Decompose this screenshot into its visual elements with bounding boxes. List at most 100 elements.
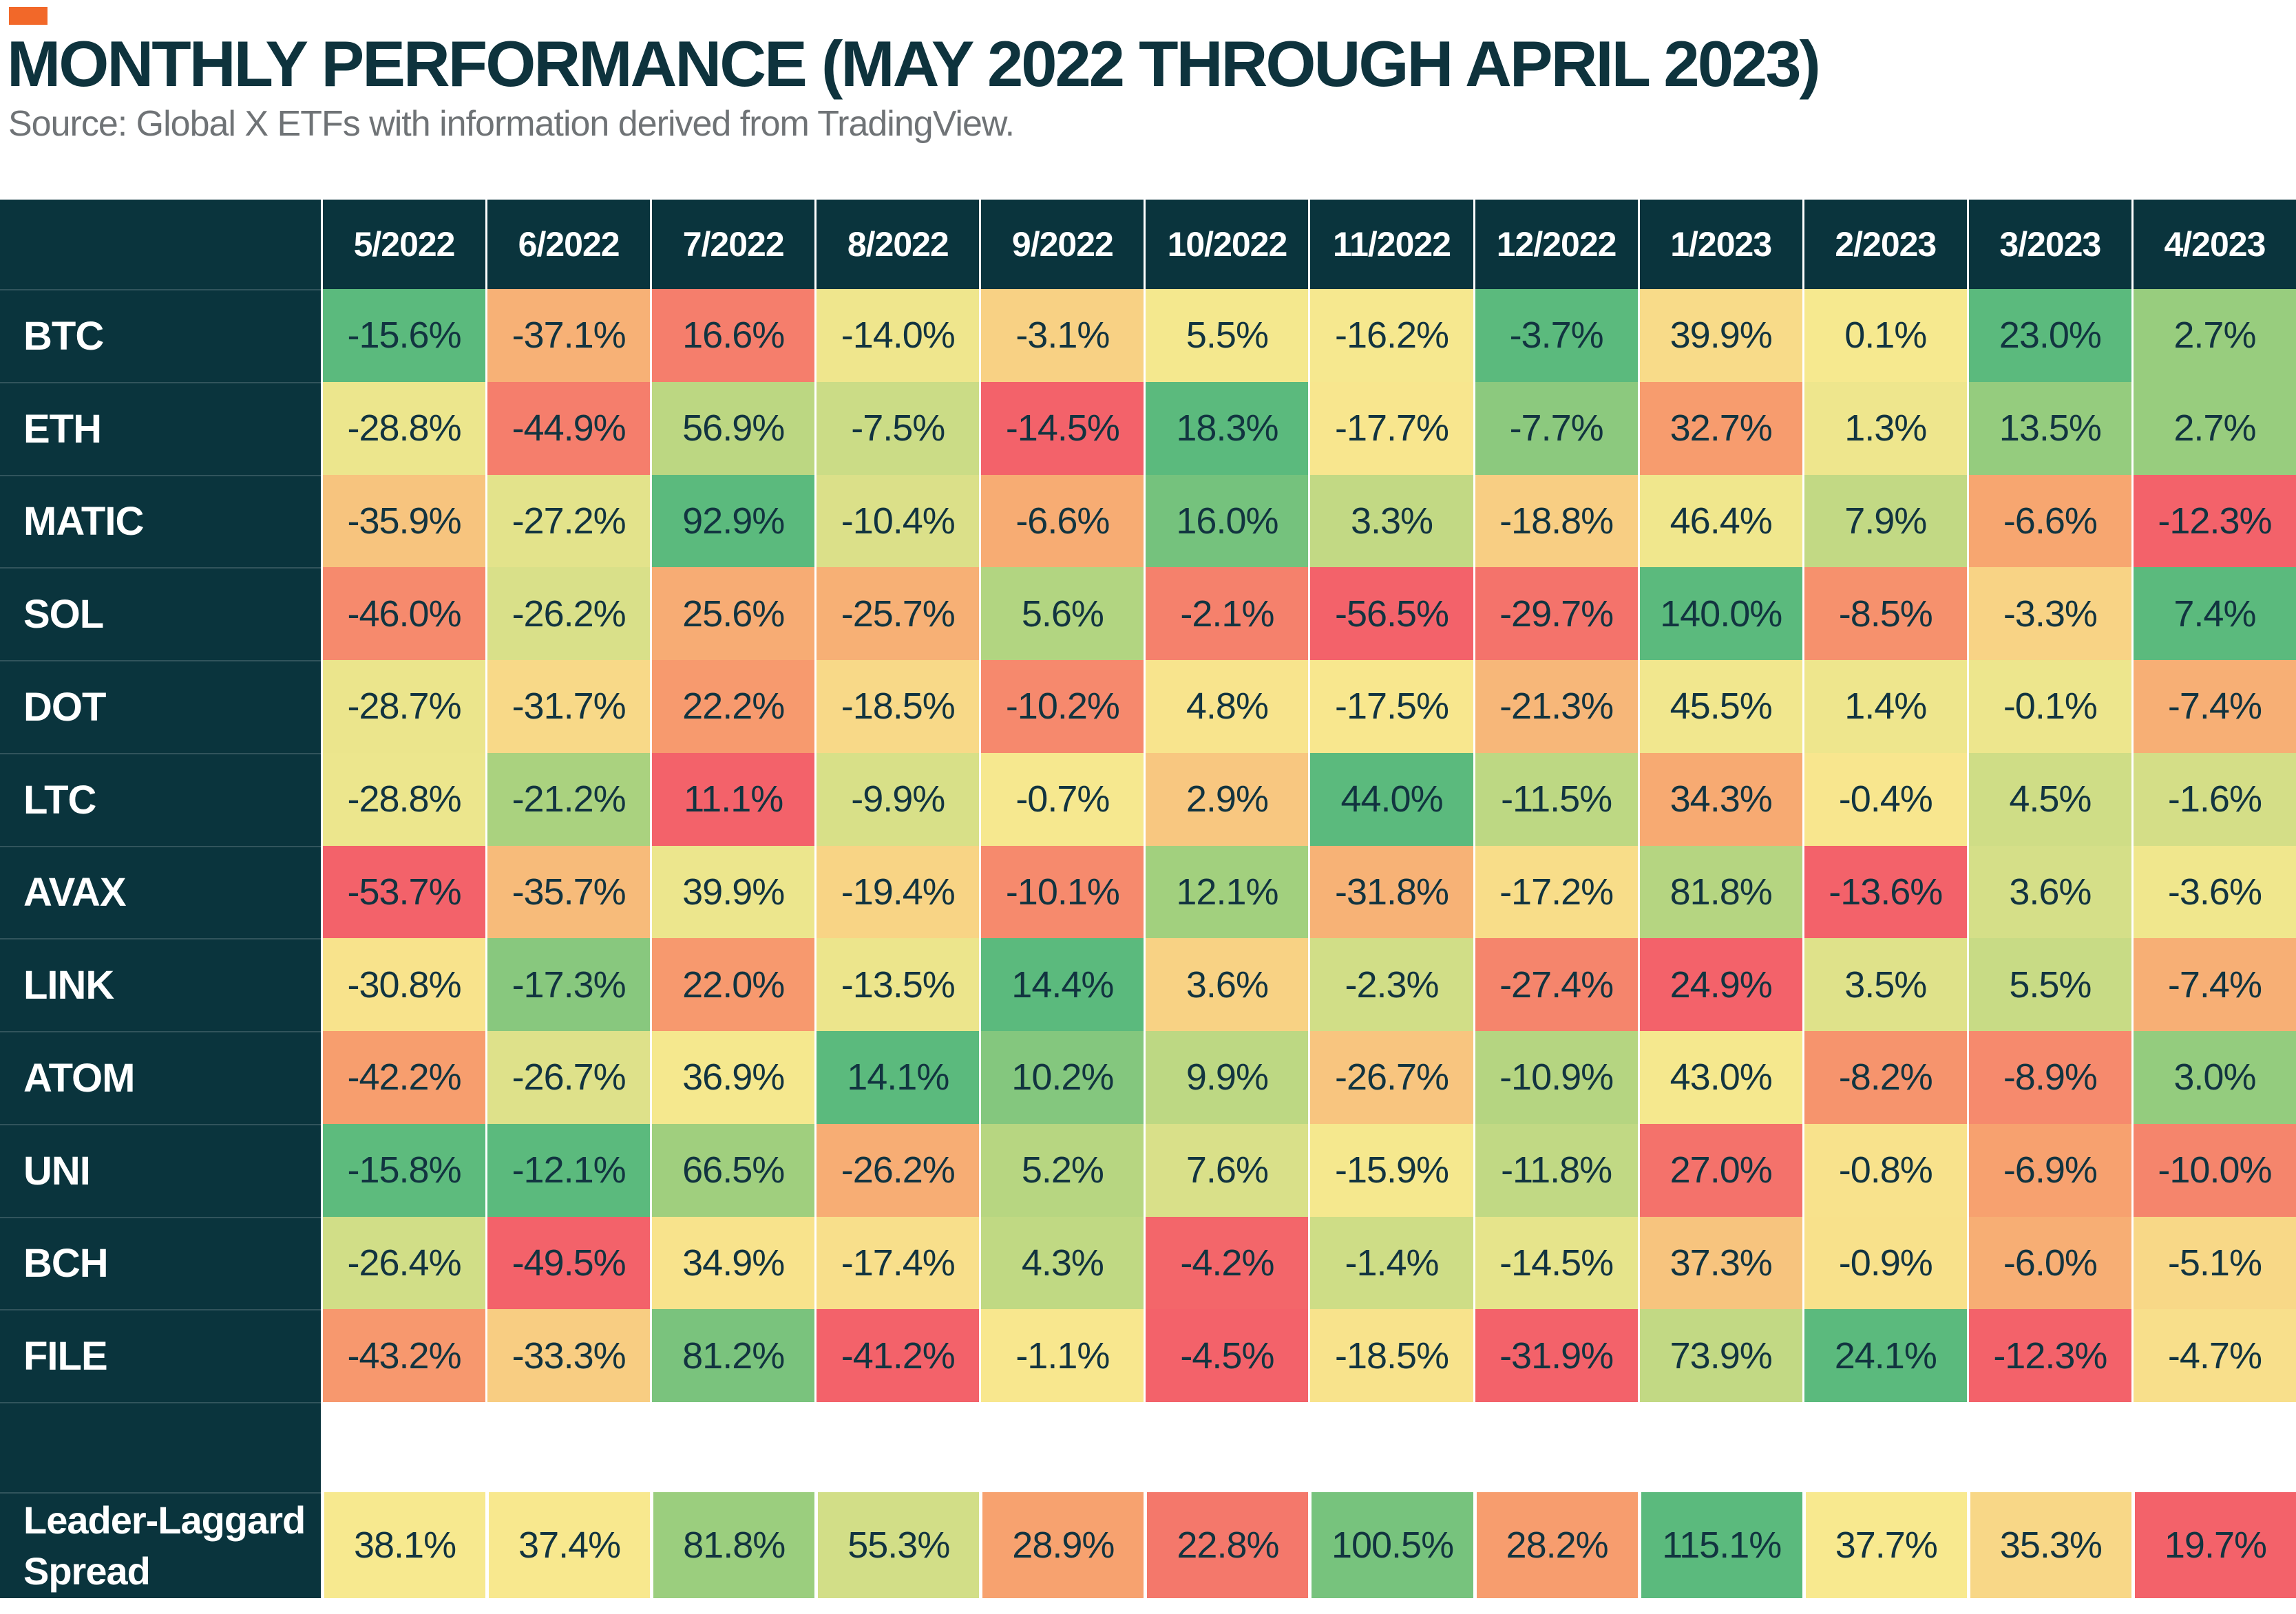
heatmap-cell-dot-5-2022: -28.7% <box>321 660 486 753</box>
heatmap-cell-atom-10-2022: 9.9% <box>1144 1031 1309 1124</box>
heatmap-cell-btc-10-2022: 5.5% <box>1144 289 1309 382</box>
heatmap-cell-file-8-2022: -41.2% <box>814 1309 980 1402</box>
heatmap-cell-avax-1-2023: 81.8% <box>1637 845 1802 939</box>
heatmap-cell-file-12-2022: -31.9% <box>1473 1309 1638 1402</box>
heatmap-cell-avax-4-2023: -3.6% <box>2131 845 2296 939</box>
heatmap-cell-file-2-2023: 24.1% <box>1802 1309 1967 1402</box>
heatmap-cell-link-4-2023: -7.4% <box>2131 938 2296 1031</box>
heatmap-cell-link-12-2022: -27.4% <box>1473 938 1638 1031</box>
month-header-12-2022: 12/2022 <box>1473 200 1638 289</box>
heatmap-cell-link-2-2023: 3.5% <box>1802 938 1967 1031</box>
heatmap-cell-link-1-2023: 24.9% <box>1637 938 1802 1031</box>
heatmap-cell-sol-4-2023: 7.4% <box>2131 567 2296 660</box>
heatmap-cell-dot-7-2022: 22.2% <box>650 660 815 753</box>
heatmap-cell-avax-6-2022: -35.7% <box>485 845 651 939</box>
heatmap-cell-avax-12-2022: -17.2% <box>1473 845 1638 939</box>
spread-cell-11-2022: 100.5% <box>1308 1492 1473 1598</box>
heatmap-cell-atom-5-2022: -42.2% <box>321 1031 486 1124</box>
heatmap-cell-avax-5-2022: -53.7% <box>321 845 486 939</box>
heatmap-cell-avax-10-2022: 12.1% <box>1144 845 1309 939</box>
heatmap-cell-uni-7-2022: 66.5% <box>650 1123 815 1217</box>
asset-label-matic: MATIC <box>0 474 321 568</box>
heatmap-cell-uni-2-2023: -0.8% <box>1802 1123 1967 1217</box>
spread-cell-4-2023: 19.7% <box>2131 1492 2296 1598</box>
heatmap-cell-eth-9-2022: -14.5% <box>979 381 1144 475</box>
heatmap-cell-atom-2-2023: -8.2% <box>1802 1031 1967 1124</box>
spread-label-line: Spread <box>23 1549 151 1593</box>
heatmap-cell-matic-2-2023: 7.9% <box>1802 474 1967 568</box>
heatmap-cell-link-10-2022: 3.6% <box>1144 938 1309 1031</box>
heatmap-cell-ltc-4-2023: -1.6% <box>2131 752 2296 846</box>
heatmap-cell-bch-1-2023: 37.3% <box>1637 1216 1802 1310</box>
table-corner-cell <box>0 200 321 289</box>
heatmap-cell-ltc-3-2023: 4.5% <box>1966 752 2131 846</box>
spread-cell-6-2022: 37.4% <box>485 1492 651 1598</box>
heatmap-cell-bch-5-2022: -26.4% <box>321 1216 486 1310</box>
spread-cell-3-2023: 35.3% <box>1966 1492 2131 1598</box>
heatmap-cell-eth-3-2023: 13.5% <box>1966 381 2131 475</box>
heatmap-cell-bch-2-2023: -0.9% <box>1802 1216 1967 1310</box>
heatmap-cell-atom-3-2023: -8.9% <box>1966 1031 2131 1124</box>
heatmap-cell-atom-11-2022: -26.7% <box>1308 1031 1473 1124</box>
heatmap-cell-matic-11-2022: 3.3% <box>1308 474 1473 568</box>
heatmap-cell-btc-6-2022: -37.1% <box>485 289 651 382</box>
heatmap-cell-matic-4-2023: -12.3% <box>2131 474 2296 568</box>
month-header-9-2022: 9/2022 <box>979 200 1144 289</box>
month-header-7-2022: 7/2022 <box>650 200 815 289</box>
heatmap-cell-btc-7-2022: 16.6% <box>650 289 815 382</box>
heatmap-cell-dot-10-2022: 4.8% <box>1144 660 1309 753</box>
heatmap-cell-eth-1-2023: 32.7% <box>1637 381 1802 475</box>
heatmap-cell-ltc-2-2023: -0.4% <box>1802 752 1967 846</box>
spread-cell-5-2022: 38.1% <box>321 1492 486 1598</box>
heatmap-cell-file-5-2022: -43.2% <box>321 1309 486 1402</box>
heatmap-cell-file-10-2022: -4.5% <box>1144 1309 1309 1402</box>
heatmap-cell-bch-6-2022: -49.5% <box>485 1216 651 1310</box>
heatmap-cell-eth-6-2022: -44.9% <box>485 381 651 475</box>
heatmap-cell-atom-12-2022: -10.9% <box>1473 1031 1638 1124</box>
asset-label-btc: BTC <box>0 289 321 382</box>
heatmap-cell-ltc-1-2023: 34.3% <box>1637 752 1802 846</box>
heatmap-cell-file-3-2023: -12.3% <box>1966 1309 2131 1402</box>
heatmap-cell-bch-8-2022: -17.4% <box>814 1216 980 1310</box>
heatmap-cell-ltc-10-2022: 2.9% <box>1144 752 1309 846</box>
month-header-11-2022: 11/2022 <box>1308 200 1473 289</box>
heatmap-cell-dot-8-2022: -18.5% <box>814 660 980 753</box>
heatmap-cell-dot-1-2023: 45.5% <box>1637 660 1802 753</box>
heatmap-cell-ltc-9-2022: -0.7% <box>979 752 1144 846</box>
asset-label-link: LINK <box>0 938 321 1031</box>
spread-cell-10-2022: 22.8% <box>1144 1492 1309 1598</box>
asset-label-ltc: LTC <box>0 752 321 846</box>
heatmap-cell-avax-8-2022: -19.4% <box>814 845 980 939</box>
heatmap-cell-sol-3-2023: -3.3% <box>1966 567 2131 660</box>
heatmap-cell-dot-3-2023: -0.1% <box>1966 660 2131 753</box>
heatmap-cell-bch-12-2022: -14.5% <box>1473 1216 1638 1310</box>
spread-cell-8-2022: 55.3% <box>814 1492 980 1598</box>
heatmap-cell-btc-2-2023: 0.1% <box>1802 289 1967 382</box>
heatmap-cell-avax-11-2022: -31.8% <box>1308 845 1473 939</box>
heatmap-cell-matic-12-2022: -18.8% <box>1473 474 1638 568</box>
heatmap-cell-avax-9-2022: -10.1% <box>979 845 1144 939</box>
spread-row-label: Leader-Laggard Spread <box>0 1492 321 1598</box>
heatmap-cell-eth-10-2022: 18.3% <box>1144 381 1309 475</box>
heatmap-cell-dot-6-2022: -31.7% <box>485 660 651 753</box>
heatmap-cell-bch-11-2022: -1.4% <box>1308 1216 1473 1310</box>
heatmap-cell-uni-10-2022: 7.6% <box>1144 1123 1309 1217</box>
heatmap-cell-sol-12-2022: -29.7% <box>1473 567 1638 660</box>
heatmap-cell-link-7-2022: 22.0% <box>650 938 815 1031</box>
heatmap-cell-file-9-2022: -1.1% <box>979 1309 1144 1402</box>
heatmap-cell-file-11-2022: -18.5% <box>1308 1309 1473 1402</box>
heatmap-cell-eth-4-2023: 2.7% <box>2131 381 2296 475</box>
heatmap-cell-bch-3-2023: -6.0% <box>1966 1216 2131 1310</box>
heatmap-cell-link-11-2022: -2.3% <box>1308 938 1473 1031</box>
heatmap-cell-bch-10-2022: -4.2% <box>1144 1216 1309 1310</box>
heatmap-cell-link-6-2022: -17.3% <box>485 938 651 1031</box>
heatmap-cell-matic-9-2022: -6.6% <box>979 474 1144 568</box>
spread-cell-7-2022: 81.8% <box>650 1492 815 1598</box>
spread-label-line: Leader-Laggard <box>23 1498 306 1542</box>
month-header-6-2022: 6/2022 <box>485 200 651 289</box>
heatmap-cell-ltc-8-2022: -9.9% <box>814 752 980 846</box>
gap-row-label-filler <box>0 1402 321 1492</box>
heatmap-cell-link-8-2022: -13.5% <box>814 938 980 1031</box>
heatmap-cell-btc-3-2023: 23.0% <box>1966 289 2131 382</box>
